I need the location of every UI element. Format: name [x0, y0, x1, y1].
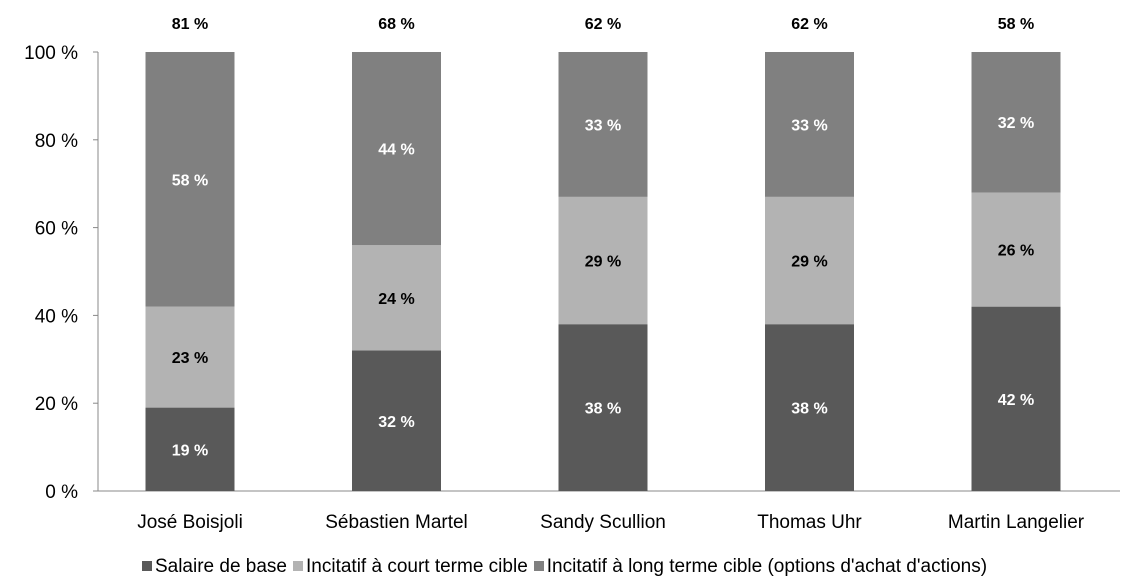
bar-segment [971, 52, 1061, 193]
y-tick-label: 60 % [35, 219, 78, 240]
segment-value-label: 38 % [791, 401, 827, 418]
segment-value-label: 29 % [585, 254, 621, 271]
stacked-bar-chart: 0 % 20 % 40 % 60 % 80 % 100 % 19 % 23 % 58 % 81 … [24, 16, 1120, 533]
segment-value-label: 26 % [998, 243, 1034, 260]
category-label: José Boisjoli [137, 512, 243, 533]
y-tick-label: 0 % [45, 482, 78, 503]
legend-item: Incitatif à court terme cible [293, 556, 528, 578]
bar-segment [971, 306, 1061, 491]
bars [145, 52, 1061, 491]
segment-value-label: 33 % [791, 117, 827, 134]
axes: 0 % 20 % 40 % 60 % 80 % 100 % [24, 43, 1120, 503]
legend-label: Salaire de base [154, 556, 287, 577]
bar-segment [352, 52, 441, 246]
legend-item: Salaire de base [141, 556, 287, 578]
total-label: 68 % [378, 16, 414, 33]
segment-value-label: 42 % [998, 392, 1034, 409]
category-label: Thomas Uhr [757, 512, 862, 533]
legend-swatch [293, 561, 303, 571]
y-tick-label: 100 % [24, 43, 78, 64]
total-label: 81 % [172, 16, 208, 33]
y-tick-label: 80 % [35, 131, 78, 152]
category-label: Sandy Scullion [540, 512, 666, 533]
bar-segment [558, 52, 648, 197]
segment-value-label: 29 % [791, 254, 827, 271]
segment-value-label: 44 % [378, 142, 414, 159]
bar-segment [145, 52, 235, 307]
total-label: 62 % [791, 16, 827, 33]
segment-value-label: 24 % [378, 291, 414, 308]
segment-value-label: 32 % [378, 414, 414, 431]
legend-swatch [141, 561, 152, 571]
segment-value-label: 58 % [172, 172, 208, 189]
segment-value-label: 19 % [172, 442, 208, 459]
segment-value-label: 33 % [585, 117, 621, 134]
total-label: 58 % [998, 16, 1034, 33]
bar-segment [352, 350, 441, 491]
bar-segment [765, 52, 854, 197]
legend-swatch [533, 561, 544, 571]
category-label: Sébastien Martel [325, 512, 468, 533]
segment-value-label: 32 % [998, 115, 1034, 132]
segment-value-label: 23 % [172, 350, 208, 367]
bar-segment [352, 245, 441, 351]
bar-segment [765, 324, 854, 491]
legend: Salaire de base Incitatif à court terme c… [0, 556, 1135, 578]
legend-label: Incitatif à long terme cible (options d'… [546, 556, 988, 577]
bar-segment [558, 196, 648, 325]
y-tick-label: 20 % [35, 394, 78, 415]
bar-segment [971, 192, 1061, 307]
bar-segment [145, 407, 235, 491]
bar-segment [145, 306, 235, 408]
category-label: Martin Langelier [948, 512, 1085, 533]
total-label: 62 % [585, 16, 621, 33]
legend-label: Incitatif à court terme cible [306, 556, 528, 577]
legend-item: Incitatif à long terme cible (options d'… [533, 556, 988, 578]
y-tick-label: 40 % [35, 306, 78, 327]
bar-segment [558, 324, 648, 491]
bar-segment [765, 196, 854, 325]
segment-value-label: 38 % [585, 401, 621, 418]
labels: 19 % 23 % 58 % 81 % José Boisjoli 32 % 24 % 44 … [137, 16, 1085, 533]
